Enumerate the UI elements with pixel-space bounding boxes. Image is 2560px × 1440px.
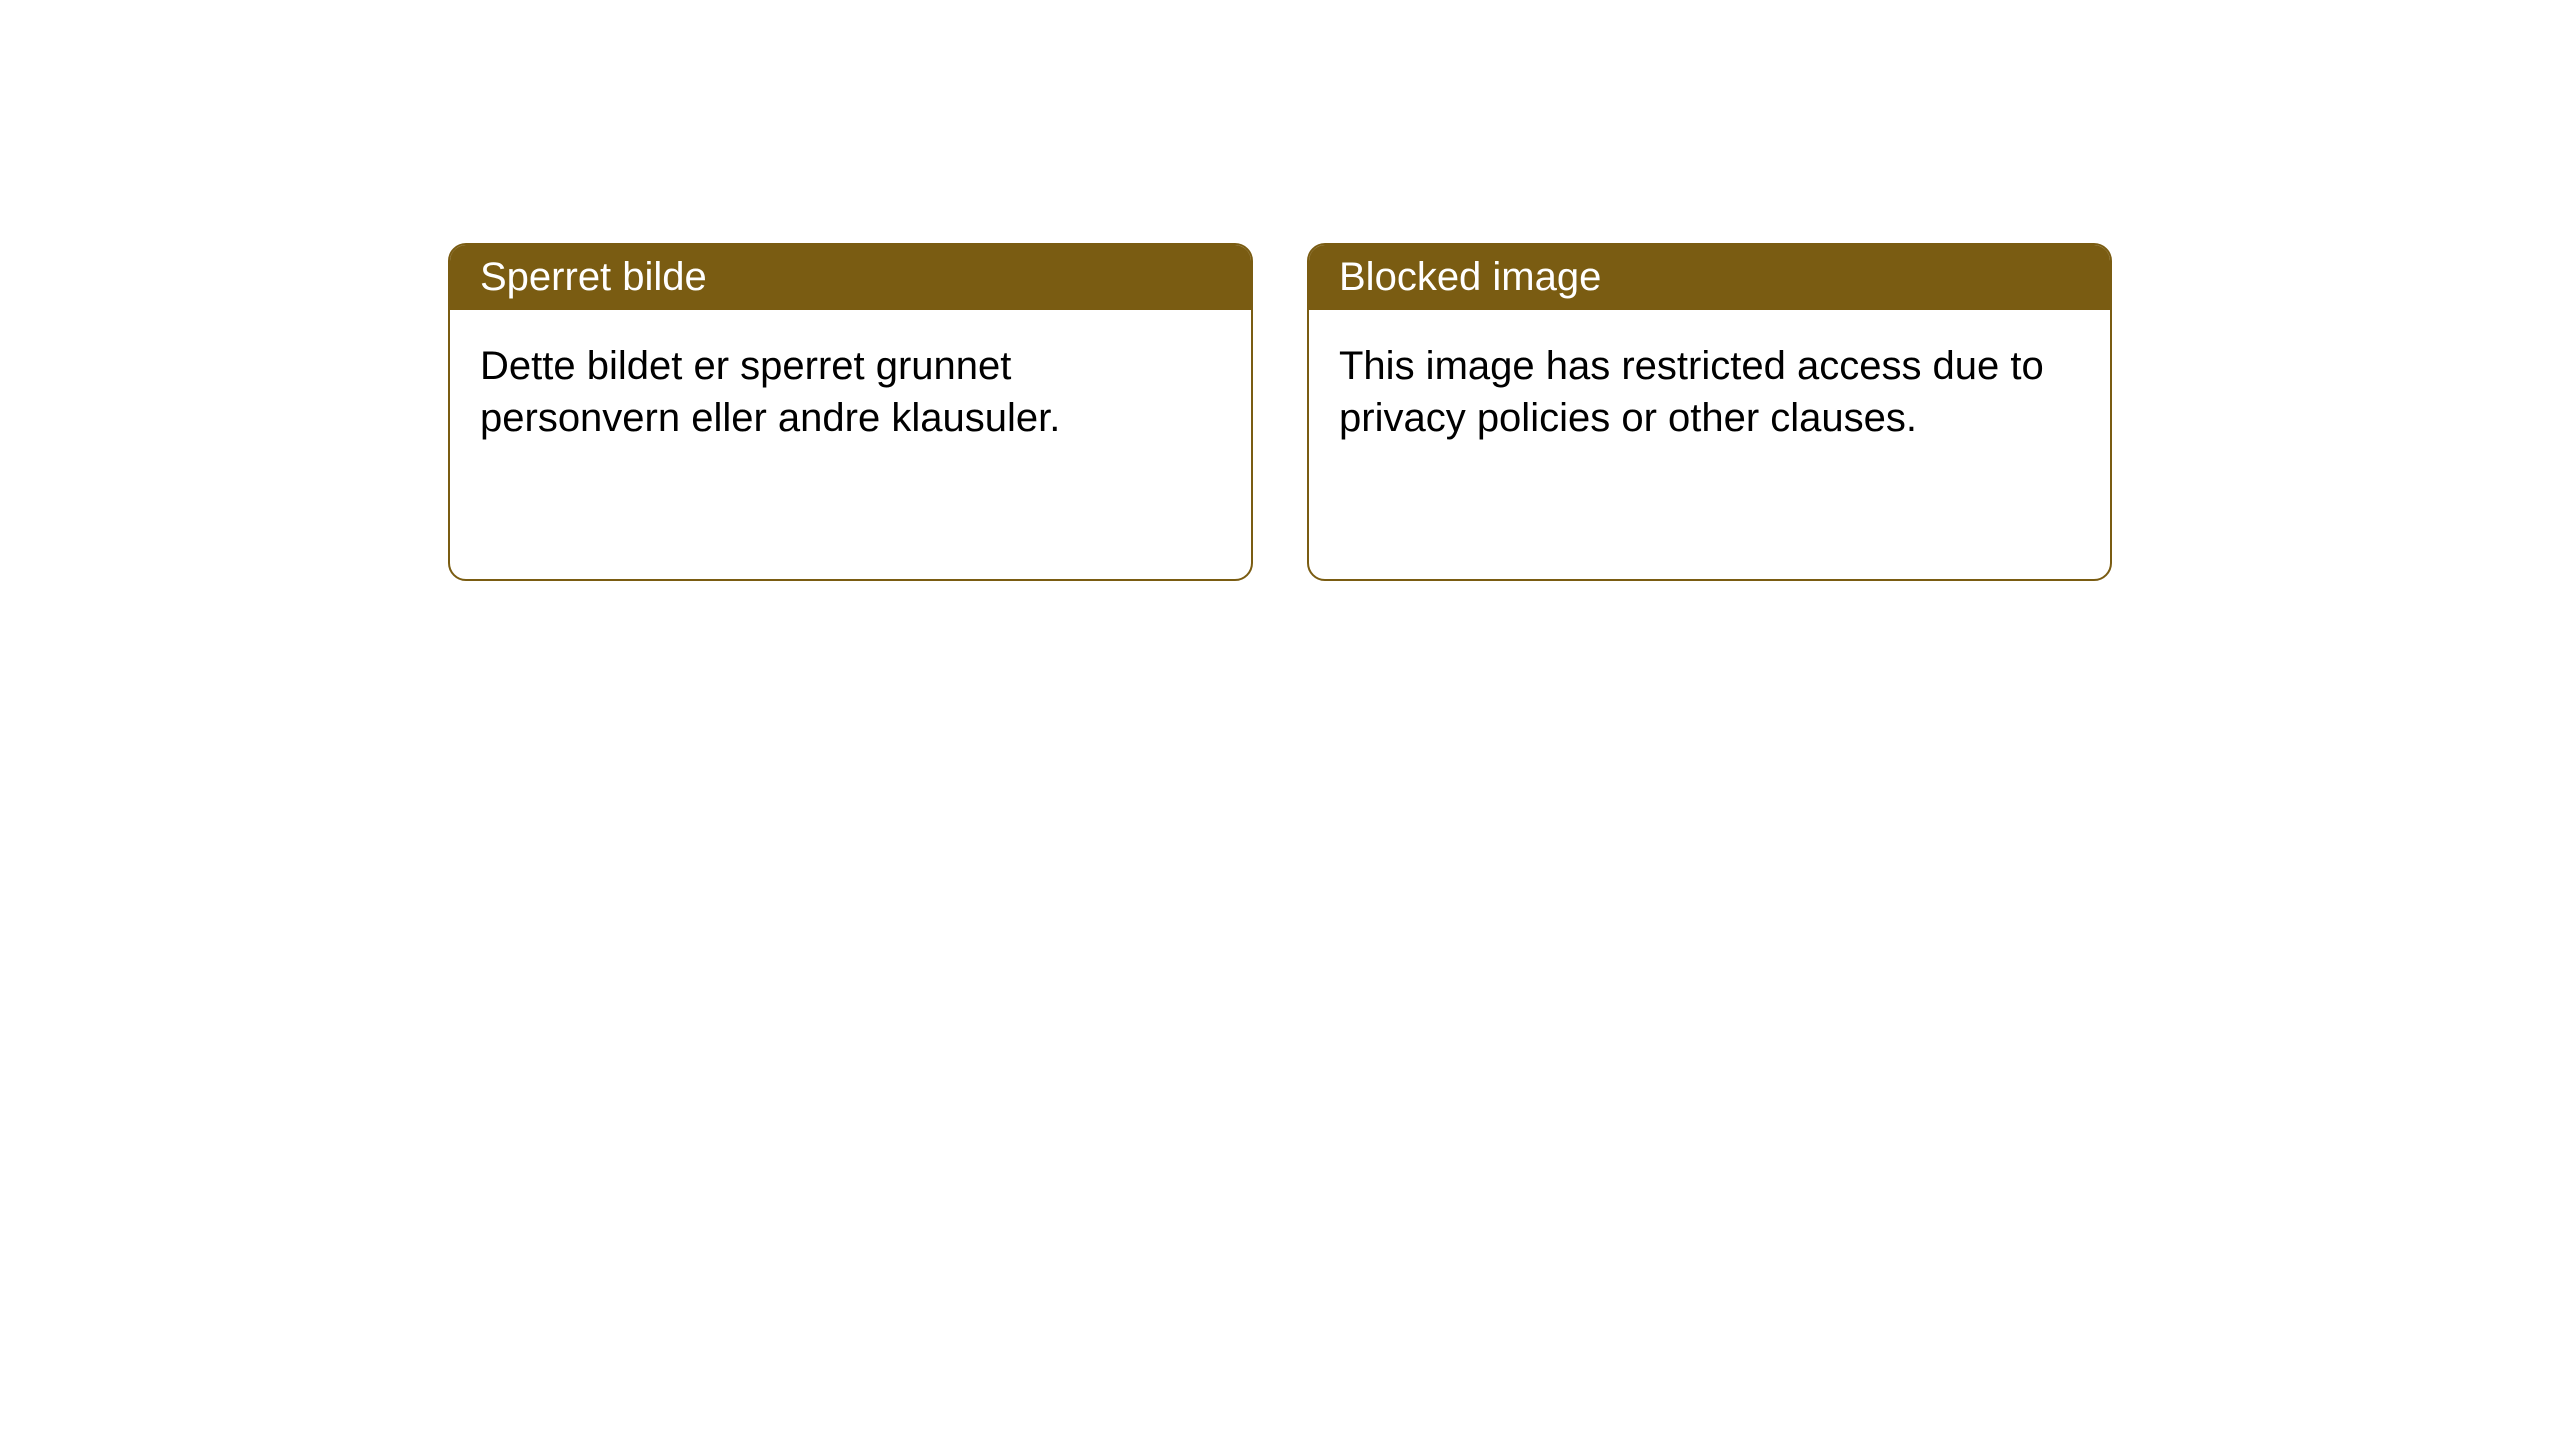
notice-title: Blocked image (1339, 255, 1601, 299)
notice-text: Dette bildet er sperret grunnet personve… (480, 344, 1060, 440)
notice-container: Sperret bilde Dette bildet er sperret gr… (0, 0, 2560, 581)
notice-card-english: Blocked image This image has restricted … (1307, 243, 2112, 581)
notice-header: Blocked image (1309, 245, 2110, 310)
notice-title: Sperret bilde (480, 255, 707, 299)
notice-body: This image has restricted access due to … (1309, 310, 2110, 474)
notice-body: Dette bildet er sperret grunnet personve… (450, 310, 1251, 474)
notice-text: This image has restricted access due to … (1339, 344, 2044, 440)
notice-header: Sperret bilde (450, 245, 1251, 310)
notice-card-norwegian: Sperret bilde Dette bildet er sperret gr… (448, 243, 1253, 581)
